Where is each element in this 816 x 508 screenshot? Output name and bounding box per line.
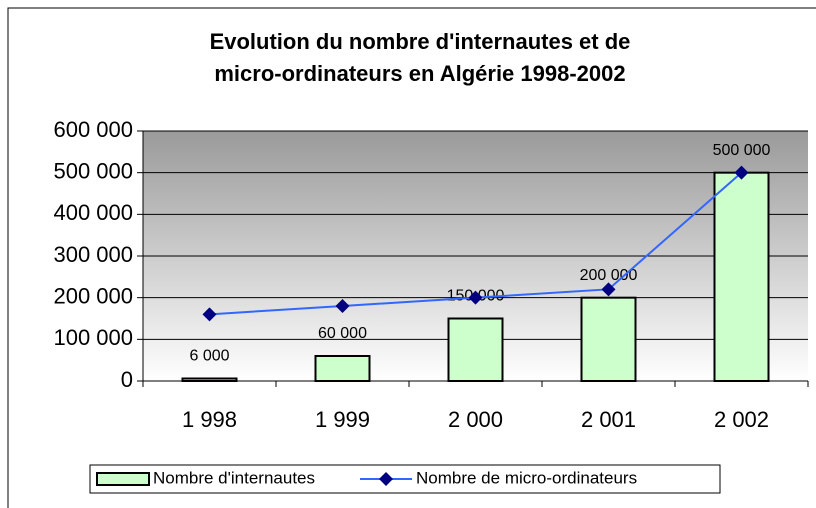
x-tick-label: 2 002 [714,407,769,432]
x-tick-label: 2 000 [448,407,503,432]
legend-swatch [379,472,393,486]
marker [468,290,483,305]
data-label: 200 000 [580,267,638,284]
marker [734,165,749,180]
legend-label: Nombre de micro-ordinateurs [416,468,637,487]
y-tick-label: 600 000 [53,117,133,142]
y-tick-label: 500 000 [53,158,133,183]
bar [314,355,371,382]
y-tick-label: 200 000 [53,283,133,308]
legend-swatch [96,472,150,486]
y-tick-label: 0 [121,367,133,392]
data-label: 60 000 [318,325,367,342]
bar [713,171,770,382]
legend-label: Nombre d'internautes [153,468,315,487]
y-tick-label: 100 000 [53,325,133,350]
bar [181,377,238,382]
bar [580,296,637,382]
y-tick-label: 400 000 [53,200,133,225]
x-tick-label: 1 999 [315,407,370,432]
bar [447,317,504,382]
y-tick-label: 300 000 [53,242,133,267]
chart-title: micro-ordinateurs en Algérie 1998-2002 [214,61,625,86]
chart-title: Evolution du nombre d'internautes et de [210,29,631,54]
x-tick-label: 1 998 [182,407,237,432]
marker [202,307,217,322]
x-tick-label: 2 001 [581,407,636,432]
marker [601,282,616,297]
data-label: 500 000 [713,142,771,159]
data-label: 6 000 [189,348,229,365]
marker [335,299,350,313]
